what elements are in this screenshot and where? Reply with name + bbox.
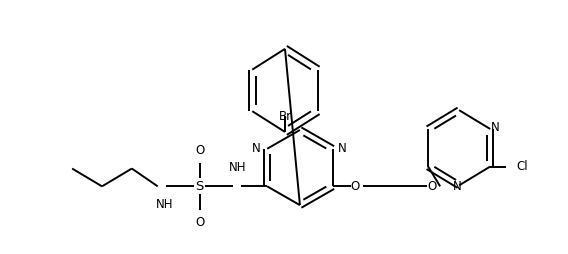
Text: NH: NH — [228, 162, 246, 174]
Text: Br: Br — [278, 110, 291, 123]
Text: O: O — [195, 144, 204, 157]
Text: O: O — [195, 216, 204, 229]
Text: Cl: Cl — [516, 160, 528, 173]
Text: O: O — [350, 180, 359, 193]
Text: S: S — [195, 180, 204, 193]
Text: N: N — [453, 180, 462, 193]
Text: NH: NH — [156, 198, 173, 211]
Text: N: N — [252, 142, 260, 155]
Text: O: O — [428, 180, 437, 193]
Text: N: N — [337, 142, 346, 155]
Text: N: N — [491, 121, 499, 134]
